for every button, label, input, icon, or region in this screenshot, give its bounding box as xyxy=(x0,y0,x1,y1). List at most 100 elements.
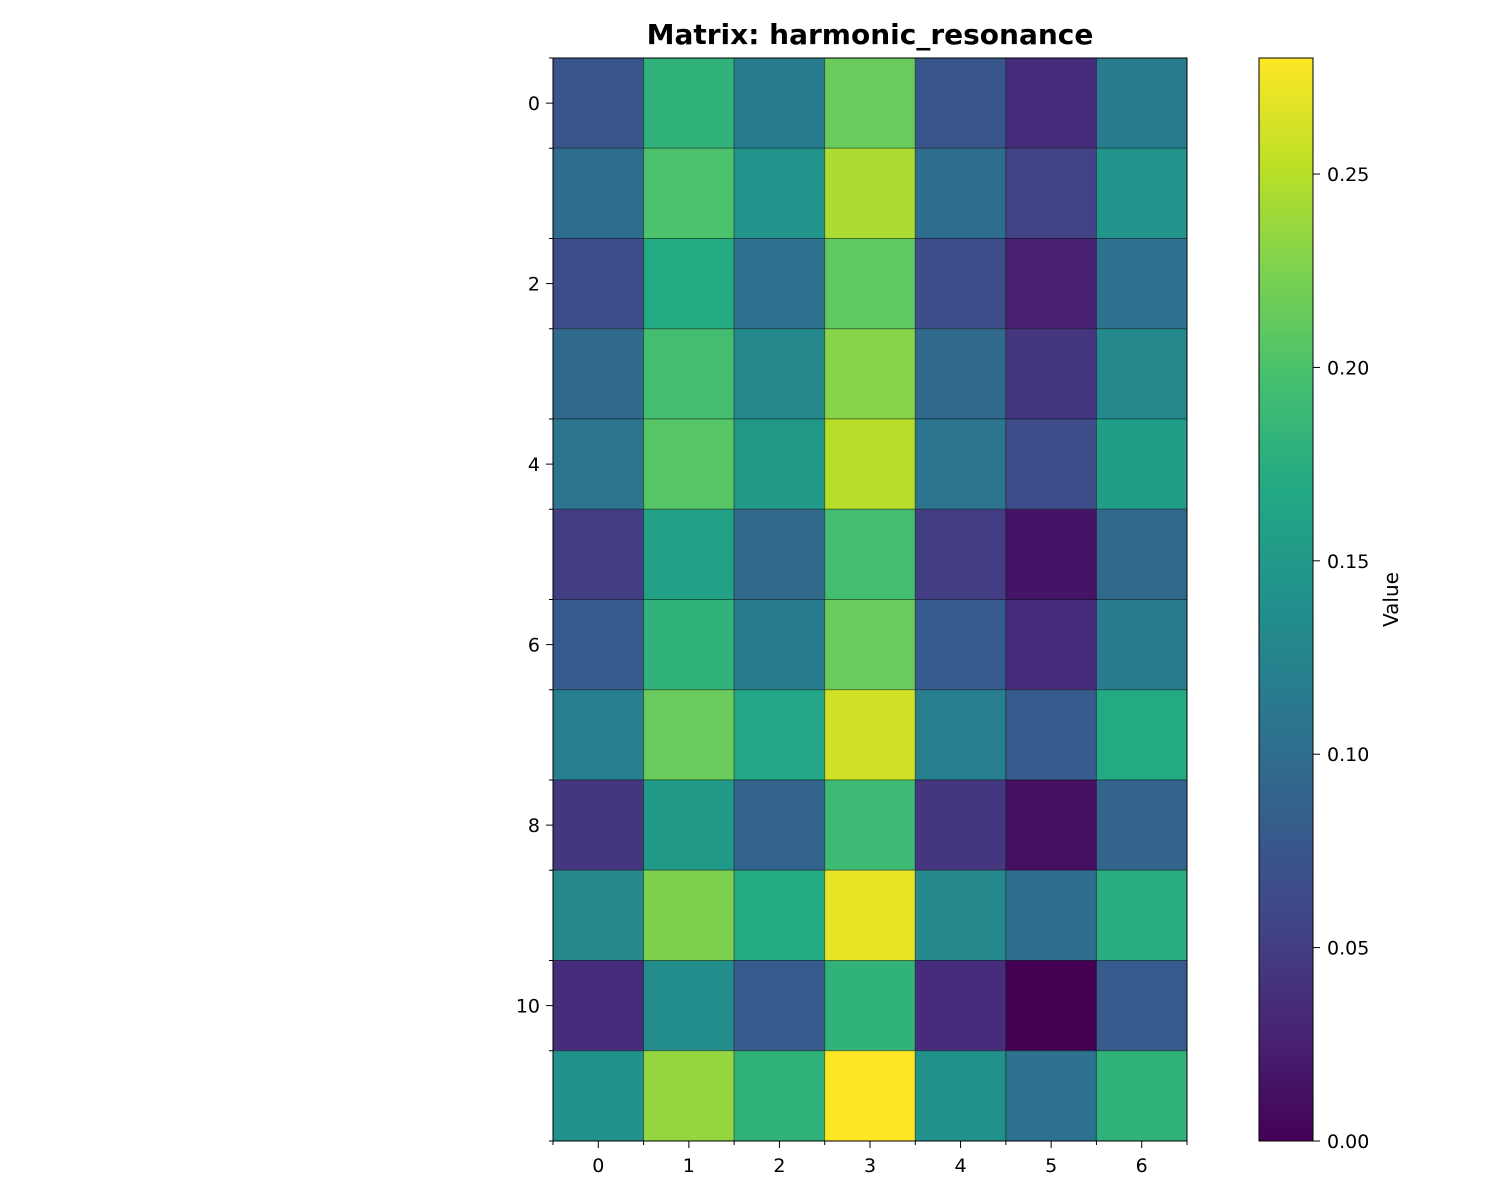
colorbar-tick-label: 0.00 xyxy=(1327,1131,1369,1153)
heatmap-cells xyxy=(552,57,1188,1142)
heatmap-cell-r2-c0 xyxy=(552,238,645,330)
heatmap-cell-r6-c4 xyxy=(914,599,1007,691)
colorbar-tick-label: 0.05 xyxy=(1327,938,1369,960)
heatmap-cell-r3-c3 xyxy=(824,328,916,420)
heatmap-cell-r4-c5 xyxy=(1005,418,1097,510)
heatmap-cell-r11-c6 xyxy=(1095,1050,1188,1142)
heatmap-cell-r1-c4 xyxy=(914,147,1007,239)
heatmap-cell-r5-c5 xyxy=(1005,508,1097,600)
heatmap-cell-r0-c1 xyxy=(643,57,735,149)
heatmap-cell-r2-c4 xyxy=(914,238,1007,330)
x-tick-label: 2 xyxy=(773,1155,785,1177)
y-tick-label: 6 xyxy=(528,635,540,657)
heatmap-cell-r9-c6 xyxy=(1095,869,1188,961)
y-tick-label: 10 xyxy=(516,996,540,1018)
heatmap-cell-r3-c0 xyxy=(552,328,645,420)
heatmap-cell-r2-c2 xyxy=(733,238,826,330)
colorbar-tick-label: 0.10 xyxy=(1327,744,1369,766)
heatmap-cell-r8-c3 xyxy=(824,779,916,871)
heatmap-cell-r9-c4 xyxy=(914,869,1007,961)
heatmap-cell-r7-c0 xyxy=(552,689,645,781)
heatmap-cell-r9-c3 xyxy=(824,869,916,961)
heatmap-cell-r6-c2 xyxy=(733,599,826,691)
heatmap-cell-r8-c0 xyxy=(552,779,645,871)
x-tick-label: 1 xyxy=(683,1155,695,1177)
heatmap-cell-r3-c2 xyxy=(733,328,826,420)
heatmap-cell-r0-c5 xyxy=(1005,57,1097,149)
heatmap-cell-r2-c5 xyxy=(1005,238,1097,330)
x-tick-label: 0 xyxy=(592,1155,604,1177)
heatmap-cell-r7-c5 xyxy=(1005,689,1097,781)
heatmap-cell-r1-c6 xyxy=(1095,147,1188,239)
heatmap-cell-r6-c1 xyxy=(643,599,735,691)
heatmap-cell-r6-c3 xyxy=(824,599,916,691)
heatmap-cell-r7-c4 xyxy=(914,689,1007,781)
heatmap-cell-r2-c3 xyxy=(824,238,916,330)
x-tick-label: 5 xyxy=(1045,1155,1057,1177)
x-tick-label: 6 xyxy=(1136,1155,1148,1177)
heatmap-cell-r9-c5 xyxy=(1005,869,1097,961)
heatmap-cell-r4-c2 xyxy=(733,418,826,510)
heatmap-cell-r8-c1 xyxy=(643,779,735,871)
x-tick-label: 3 xyxy=(864,1155,876,1177)
heatmap-cell-r10-c3 xyxy=(824,960,916,1052)
heatmap-cell-r3-c1 xyxy=(643,328,735,420)
heatmap-cell-r10-c0 xyxy=(552,960,645,1052)
heatmap-cell-r7-c1 xyxy=(643,689,735,781)
heatmap-cell-r0-c2 xyxy=(733,57,826,149)
heatmap-cell-r4-c3 xyxy=(824,418,916,510)
heatmap-cell-r9-c1 xyxy=(643,869,735,961)
heatmap-cell-r11-c0 xyxy=(552,1050,645,1142)
heatmap-cell-r6-c6 xyxy=(1095,599,1188,691)
heatmap-cell-r11-c4 xyxy=(914,1050,1007,1142)
y-tick-label: 2 xyxy=(528,274,540,296)
heatmap-cell-r11-c1 xyxy=(643,1050,735,1142)
y-tick-label: 0 xyxy=(528,93,540,115)
heatmap-cell-r7-c2 xyxy=(733,689,826,781)
heatmap-cell-r10-c4 xyxy=(914,960,1007,1052)
heatmap-cell-r4-c0 xyxy=(552,418,645,510)
heatmap-cell-r6-c5 xyxy=(1005,599,1097,691)
x-tick-label: 4 xyxy=(955,1155,967,1177)
heatmap-cell-r7-c3 xyxy=(824,689,916,781)
colorbar: 0.00 0.05 0.10 0.15 0.20 0.25 Value xyxy=(1258,57,1403,1153)
heatmap-cell-r11-c2 xyxy=(733,1050,826,1142)
colorbar-tick-label: 0.15 xyxy=(1327,551,1369,573)
heatmap-cell-r5-c1 xyxy=(643,508,735,600)
colorbar-frame xyxy=(1258,57,1314,1142)
heatmap-cell-r8-c5 xyxy=(1005,779,1097,871)
heatmap-cell-r5-c0 xyxy=(552,508,645,600)
heatmap-cell-r5-c4 xyxy=(914,508,1007,600)
heatmap-cell-r3-c4 xyxy=(914,328,1007,420)
heatmap-cell-r1-c0 xyxy=(552,147,645,239)
heatmap-cell-r8-c4 xyxy=(914,779,1007,871)
heatmap-cell-r5-c2 xyxy=(733,508,826,600)
heatmap-cell-r5-c3 xyxy=(824,508,916,600)
colorbar-label: Value xyxy=(1379,572,1403,627)
heatmap-cell-r9-c2 xyxy=(733,869,826,961)
heatmap-cell-r1-c3 xyxy=(824,147,916,239)
axes: 0 1 2 3 4 5 6 0 2 4 6 8 10 xyxy=(516,57,1188,1177)
heatmap-cell-r10-c6 xyxy=(1095,960,1188,1052)
chart-title: Matrix: harmonic_resonance xyxy=(647,18,1094,51)
heatmap-cell-r0-c4 xyxy=(914,57,1007,149)
heatmap-cell-r8-c6 xyxy=(1095,779,1188,871)
colorbar-tick-label: 0.20 xyxy=(1327,357,1369,379)
heatmap-cell-r3-c5 xyxy=(1005,328,1097,420)
heatmap-cell-r9-c0 xyxy=(552,869,645,961)
heatmap-cell-r7-c6 xyxy=(1095,689,1188,781)
heatmap-cell-r2-c6 xyxy=(1095,238,1188,330)
heatmap-cell-r1-c1 xyxy=(643,147,735,239)
heatmap-cell-r0-c3 xyxy=(824,57,916,149)
heatmap-cell-r0-c0 xyxy=(552,57,645,149)
heatmap-cell-r11-c3 xyxy=(824,1050,916,1142)
heatmap-cell-r10-c5 xyxy=(1005,960,1097,1052)
heatmap-cell-r10-c2 xyxy=(733,960,826,1052)
heatmap-cell-r4-c4 xyxy=(914,418,1007,510)
colorbar-gradient xyxy=(1259,58,1313,1141)
heatmap-cell-r11-c5 xyxy=(1005,1050,1097,1142)
heatmap-cell-r3-c6 xyxy=(1095,328,1188,420)
heatmap-cell-r1-c2 xyxy=(733,147,826,239)
heatmap-cell-r1-c5 xyxy=(1005,147,1097,239)
